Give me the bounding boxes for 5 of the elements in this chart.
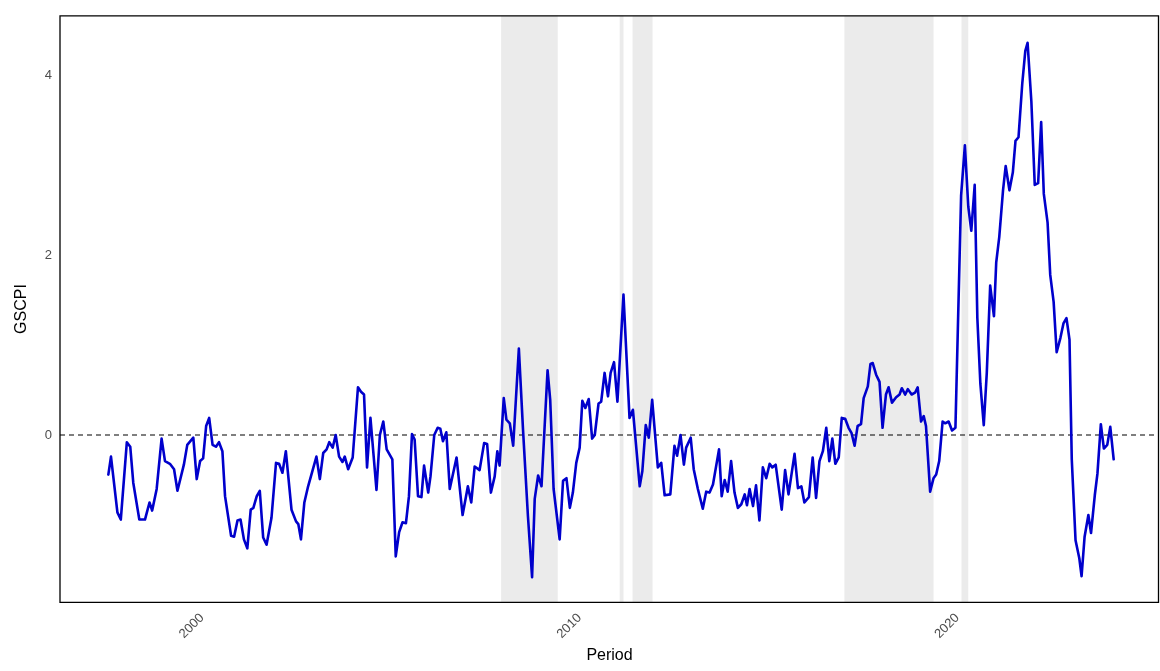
y-axis-title: GSCPI — [12, 284, 30, 334]
y-tick-label: 4 — [44, 66, 52, 82]
y-tick-label: 0 — [44, 426, 52, 442]
y-tick-label: 2 — [44, 246, 52, 262]
x-axis-title: Period — [586, 645, 633, 663]
